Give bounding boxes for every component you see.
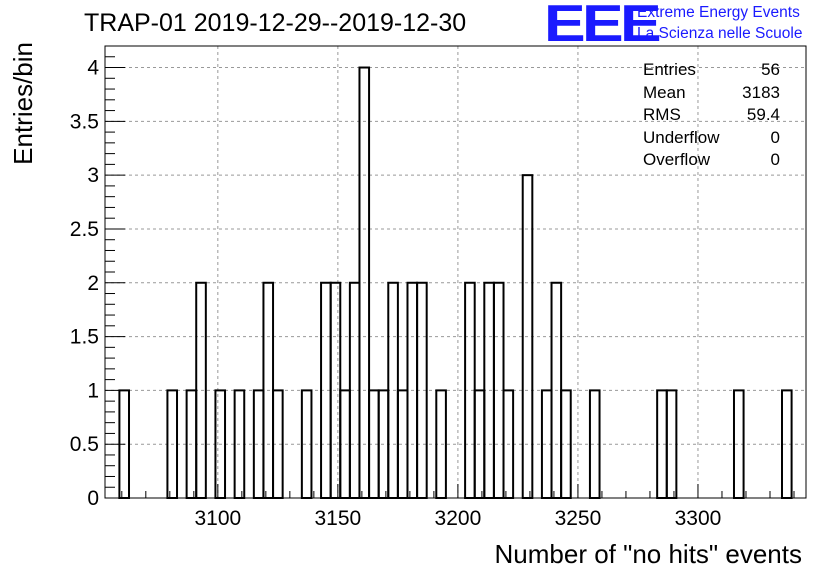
stats-value: 0 xyxy=(770,127,780,147)
y-tick-label: 1.5 xyxy=(70,326,99,349)
stats-row-overflow: Overflow 0 xyxy=(643,149,780,172)
y-tick-label: 3.5 xyxy=(70,110,99,133)
stats-value: 0 xyxy=(770,150,780,170)
stats-row-mean: Mean 3183 xyxy=(643,82,780,105)
stats-label: Entries xyxy=(643,60,696,79)
x-axis-label: Number of "no hits" events xyxy=(495,539,803,569)
y-tick-label: 1 xyxy=(87,379,99,402)
x-tick-label: 3300 xyxy=(675,507,722,530)
y-tick-label: 3 xyxy=(87,164,99,187)
stats-label: Underflow xyxy=(643,127,720,147)
y-tick-label: 2.5 xyxy=(70,218,99,241)
chart-title: TRAP-01 2019-12-29--2019-12-30 xyxy=(84,9,467,37)
stats-row-rms: RMS 59.4 xyxy=(643,104,780,127)
stats-value: 59.4 xyxy=(746,105,780,125)
stats-value: 3183 xyxy=(742,82,780,102)
x-tick-label: 3250 xyxy=(555,507,602,530)
x-tick-label: 3200 xyxy=(435,507,482,530)
x-tick-label: 3150 xyxy=(315,507,362,530)
y-axis-label: Entries/bin xyxy=(8,42,38,165)
stats-row-underflow: Underflow 0 xyxy=(643,127,780,150)
x-tick-label: 3100 xyxy=(194,507,241,530)
logo-line-2: La Scienza nelle Scuole xyxy=(637,25,803,42)
stats-label: RMS xyxy=(643,105,681,125)
stats-label: Mean xyxy=(643,82,686,102)
y-tick-label: 0.5 xyxy=(70,433,99,456)
y-tick-label: 2 xyxy=(87,272,99,295)
stats-label: Overflow xyxy=(643,150,711,170)
stats-row-entries: Entries 56 xyxy=(643,59,780,82)
logo-line-1: Extreme Energy Events xyxy=(637,4,800,21)
y-tick-label: 4 xyxy=(87,57,99,80)
eee-logo: EEE xyxy=(544,0,662,53)
stats-box: Entries 56 Mean 3183 RMS 59.4 Underflow … xyxy=(643,59,780,172)
stats-value: 56 xyxy=(761,60,780,79)
y-tick-label: 0 xyxy=(87,487,99,510)
